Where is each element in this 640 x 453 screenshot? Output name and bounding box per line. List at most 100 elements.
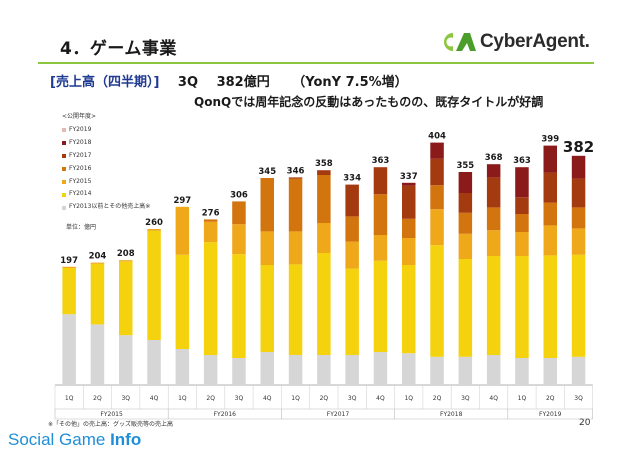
bar-segment [515, 167, 529, 198]
bar-segment [571, 178, 586, 208]
bar-total-label: 346 [287, 166, 305, 176]
bar-segment [317, 253, 331, 355]
fiscal-year-label: FY2017 [327, 411, 350, 418]
bar-segment [119, 260, 133, 262]
bar-segment [203, 355, 218, 385]
bar-segment [543, 358, 557, 385]
watermark-word: Social [8, 430, 55, 449]
bar-segment [543, 255, 557, 358]
bar-segment [486, 164, 501, 178]
bar-segment [571, 254, 586, 357]
bar-segment [288, 177, 303, 179]
page-number: 20 [579, 418, 591, 428]
bar-segment [543, 202, 557, 226]
headline: [売上高（四半期）] 3Q 382億円 （YonY 7.5%増） [50, 71, 408, 90]
quarter-tick-label: 4Q [376, 395, 385, 402]
bar-segment [260, 231, 274, 265]
bar-segment [317, 223, 331, 253]
bar-segment [232, 224, 246, 255]
headline-segment: [売上高（四半期）] [50, 75, 160, 90]
quarter-tick-label: 2Q [320, 395, 329, 402]
bar-segment [147, 340, 161, 385]
bar-segment [373, 235, 388, 261]
bar-segment [486, 230, 501, 256]
bar-segment [486, 207, 501, 231]
bar-total-label: 208 [117, 249, 135, 259]
headline-yoy: （YonY 7.5%増） [292, 75, 408, 90]
bar-segment [317, 175, 331, 223]
watermark-word: Info [110, 430, 142, 449]
bar-segment [515, 232, 529, 256]
bar-segment [515, 214, 529, 232]
bar-segment [345, 241, 359, 269]
bar-total-label: 345 [258, 167, 276, 177]
page-title: 4．ゲーム事業 [60, 39, 177, 59]
bar-segment [232, 201, 246, 225]
fiscal-year-label: FY2018 [440, 411, 463, 418]
bar-total-label: 197 [60, 256, 78, 266]
bar-segment [515, 358, 529, 385]
bar-total-label: 404 [428, 132, 446, 142]
bar-total-label: 355 [456, 161, 474, 171]
cyberagent-logo: CyberAgent. [440, 31, 590, 53]
bar-segment [402, 182, 416, 186]
bar-total-label: 260 [145, 218, 163, 228]
quarter-tick-label: 1Q [65, 395, 74, 402]
bar-segment [317, 355, 331, 385]
legend-item-fy2016: FY2016 [62, 163, 150, 176]
quarter-tick-label: 2Q [206, 395, 215, 402]
bar-total-label: 358 [315, 159, 333, 169]
fiscal-year-label: FY2019 [539, 411, 562, 418]
quarter-tick-label: 3Q [121, 395, 130, 402]
fiscal-year-label: FY2015 [100, 411, 123, 418]
bar-total-label: 368 [485, 153, 503, 163]
footnote: ※「その他」の売上高：グッズ販売等の売上高 [48, 421, 174, 428]
quarter-tick-label: 4Q [263, 395, 272, 402]
bar-segment [571, 356, 586, 385]
watermark: Social Game Info [8, 430, 141, 450]
bar-segment [402, 353, 416, 385]
fiscal-year-label: FY2016 [214, 411, 237, 418]
bar-segment [486, 256, 501, 355]
legend-swatch [62, 179, 66, 184]
bar-segment [203, 219, 218, 222]
bar-total-label: 306 [230, 190, 248, 200]
bar-segment [430, 185, 444, 210]
legend-item-fy2019: FY2019 [62, 124, 150, 137]
bar-segment [430, 158, 444, 186]
bar-segment [345, 268, 359, 355]
quarter-tick-label: 3Q [348, 395, 357, 402]
quarter-tick-label: 4Q [150, 395, 159, 402]
quarter-tick-label: 2Q [546, 395, 555, 402]
legend-item-fy2018: FY2018 [62, 137, 150, 150]
bar-segment [458, 172, 473, 193]
bar-segment [458, 212, 473, 234]
bar-segment [543, 225, 557, 256]
bar-total-label: 363 [513, 156, 531, 166]
legend-heading: <公開年度> [62, 113, 97, 120]
bar-segment [430, 209, 444, 246]
bar-segment [147, 229, 161, 231]
bar-segment [260, 352, 274, 385]
bar-segment [402, 265, 416, 354]
bar-segment [486, 355, 501, 385]
bar-segment [402, 218, 416, 238]
bar-segment [458, 233, 473, 259]
bar-segment [260, 265, 274, 352]
bar-total-label: 297 [173, 196, 191, 206]
bar-segment [203, 221, 218, 243]
bar-segment [486, 177, 501, 208]
bar-segment [62, 314, 76, 385]
bar-segment [288, 264, 303, 355]
quarter-tick-label: 3Q [461, 395, 470, 402]
bar-segment [543, 172, 557, 203]
quarter-tick-label: 1Q [291, 395, 300, 402]
bar-segment [373, 352, 388, 385]
quarter-tick-label: 2Q [93, 395, 102, 402]
quarter-tick-label: 2Q [433, 395, 442, 402]
bar-segment [571, 228, 586, 255]
bar-segment [288, 178, 303, 232]
quarter-tick-label: 1Q [518, 395, 527, 402]
bar-segment [543, 145, 557, 173]
bar-total-label: 334 [343, 174, 361, 184]
